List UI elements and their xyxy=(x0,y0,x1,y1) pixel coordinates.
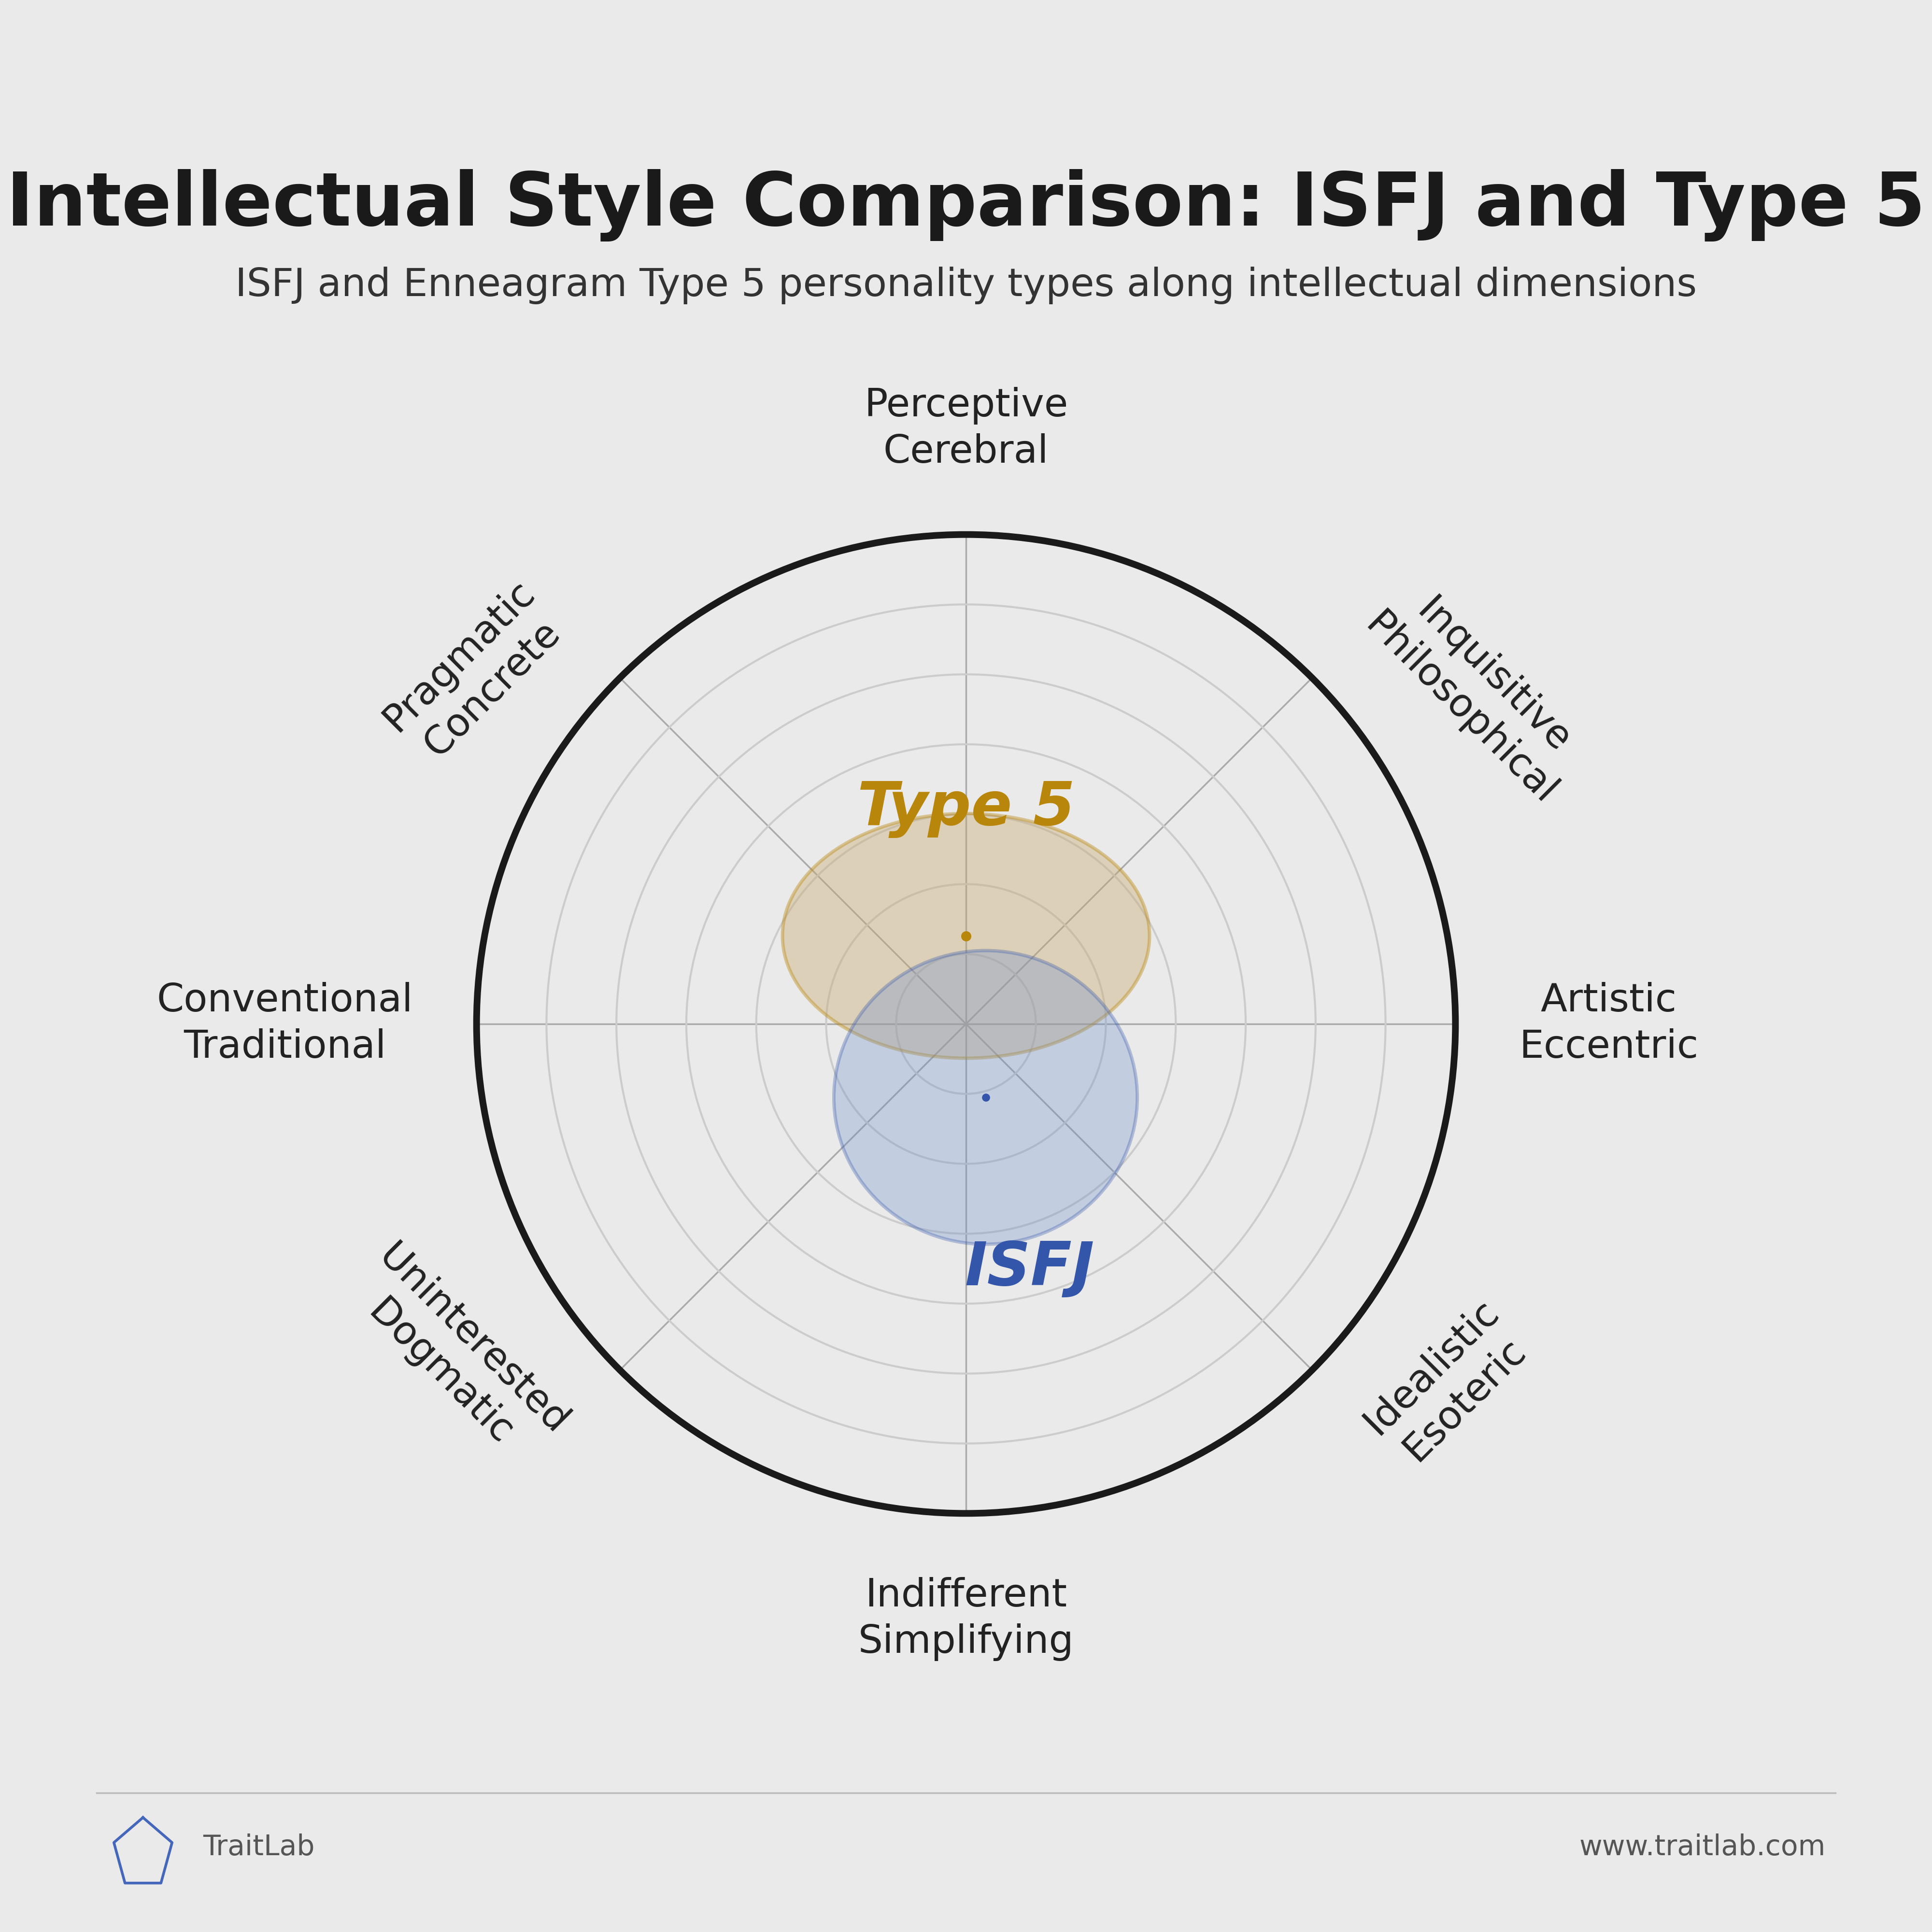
Point xyxy=(951,920,981,951)
Text: Conventional
Traditional: Conventional Traditional xyxy=(156,981,413,1066)
Text: TraitLab: TraitLab xyxy=(203,1833,315,1861)
Text: Type 5: Type 5 xyxy=(858,779,1074,838)
Text: ISFJ: ISFJ xyxy=(964,1240,1094,1298)
Point xyxy=(970,1082,1001,1113)
Text: Pragmatic
Concrete: Pragmatic Concrete xyxy=(377,574,576,771)
Text: Intellectual Style Comparison: ISFJ and Type 5: Intellectual Style Comparison: ISFJ and … xyxy=(6,170,1926,242)
Ellipse shape xyxy=(835,951,1138,1244)
Text: Indifferent
Simplifying: Indifferent Simplifying xyxy=(858,1577,1074,1662)
Text: Uninterested
Dogmatic: Uninterested Dogmatic xyxy=(338,1238,576,1474)
Text: Artistic
Eccentric: Artistic Eccentric xyxy=(1519,981,1698,1066)
Text: Inquisitive
Philosophical: Inquisitive Philosophical xyxy=(1356,574,1596,811)
Text: Idealistic
Esoteric: Idealistic Esoteric xyxy=(1356,1293,1540,1474)
Text: Perceptive
Cerebral: Perceptive Cerebral xyxy=(864,386,1068,471)
Text: ISFJ and Enneagram Type 5 personality types along intellectual dimensions: ISFJ and Enneagram Type 5 personality ty… xyxy=(236,267,1696,303)
Text: www.traitlab.com: www.traitlab.com xyxy=(1578,1833,1826,1861)
Ellipse shape xyxy=(782,813,1150,1059)
